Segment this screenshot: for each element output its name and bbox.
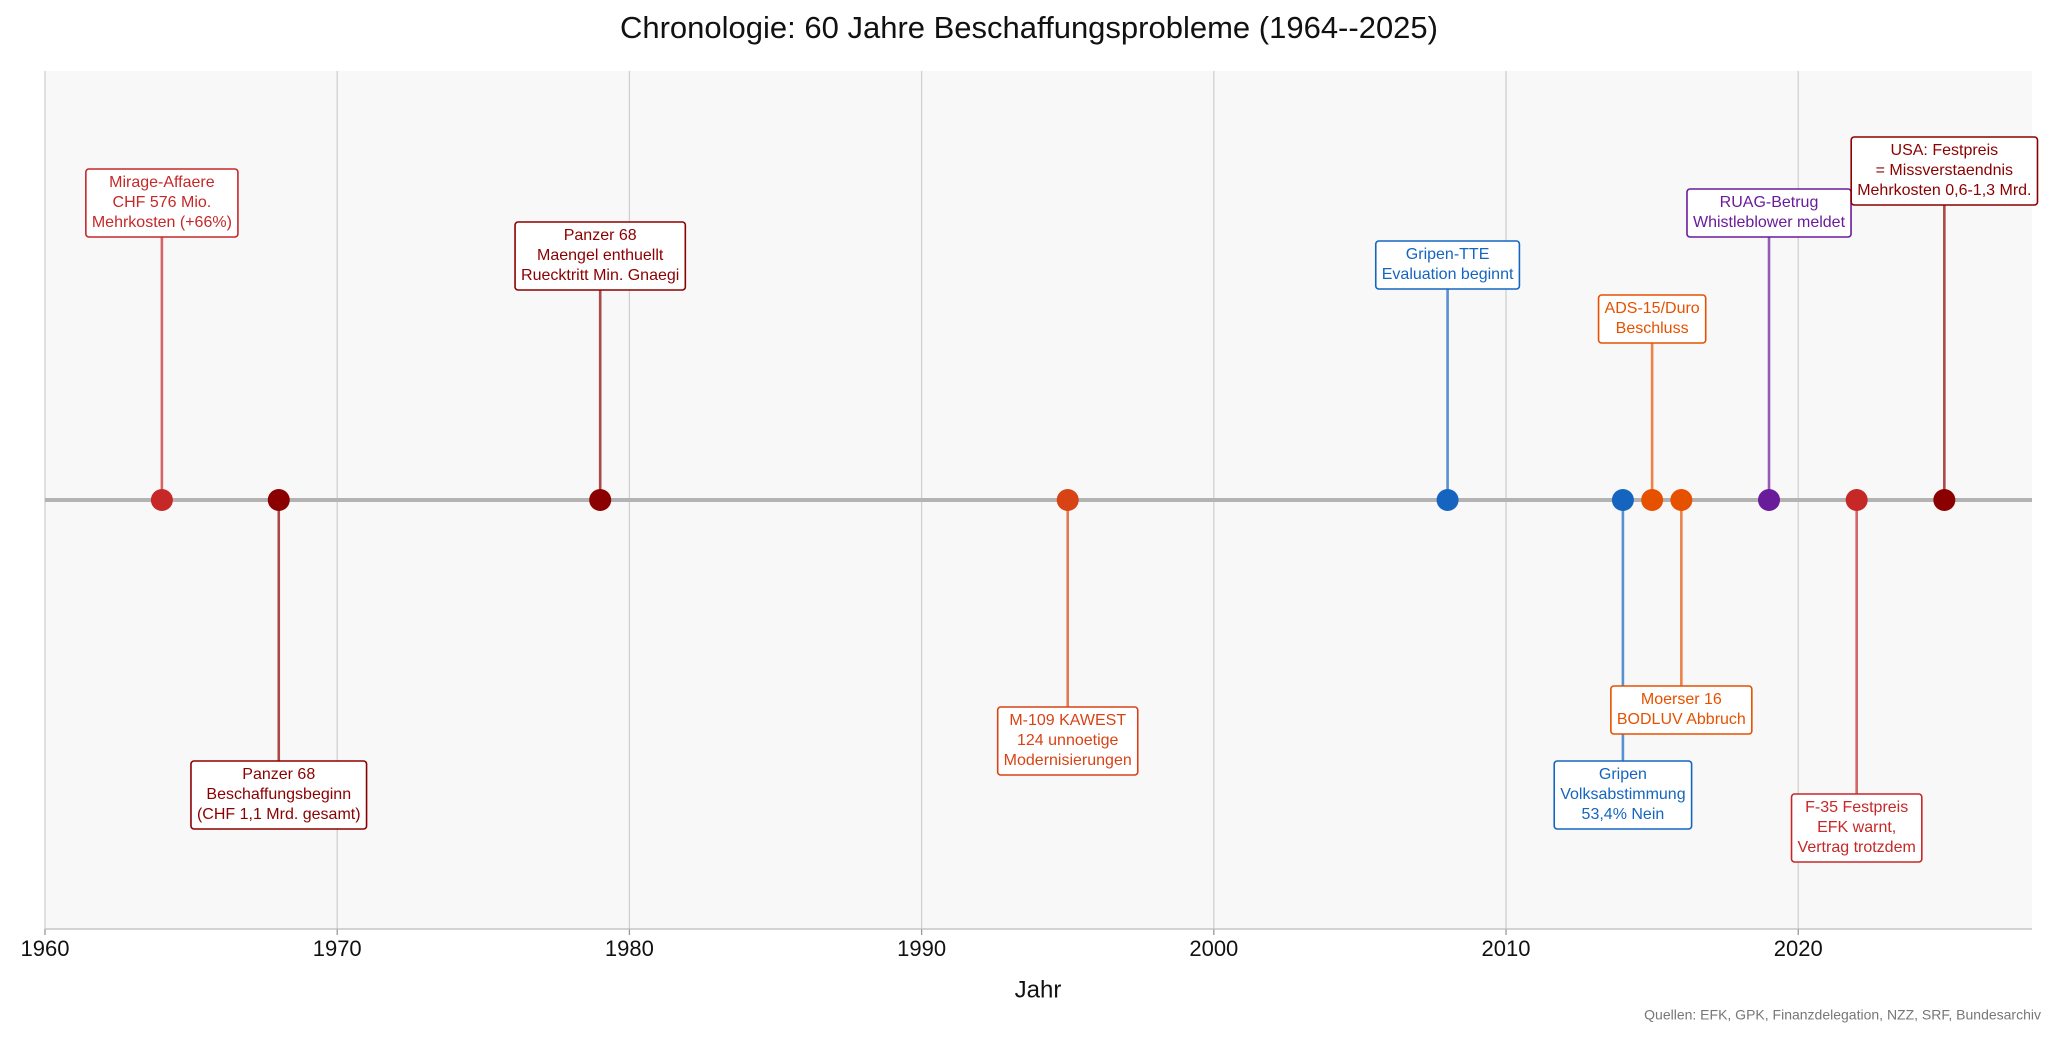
x-tick-label: 2000 [1189, 936, 1238, 961]
label-box [1374, 240, 1521, 290]
label-line: Mehrkosten 0,6-1,3 Mrd. [1857, 182, 2031, 199]
label-line: Panzer 68 [242, 766, 315, 783]
chart-title: Chronologie: 60 Jahre Beschaffungsproble… [620, 10, 1438, 45]
label-box [190, 760, 368, 830]
event-marker [1436, 489, 1459, 511]
label-line: Gripen [1599, 766, 1647, 783]
event-label: Gripen-TTE Evaluation beginnt [1374, 240, 1521, 290]
x-tick-label: 2020 [1774, 936, 1823, 961]
event-marker [1670, 489, 1693, 511]
x-tick-label: 1990 [897, 936, 946, 961]
label-box [85, 168, 239, 238]
event-marker [267, 489, 290, 511]
label-line: Beschluss [1616, 320, 1689, 337]
event-label: F-35 Festpreis EFK warnt, Vertrag trotzdem [1790, 793, 1923, 863]
label-box [1597, 294, 1707, 344]
event-marker [150, 489, 173, 511]
event-marker [589, 489, 612, 511]
label-box [1850, 136, 2039, 206]
x-tick-label: 1960 [21, 936, 70, 961]
label-line: F-35 Festpreis [1805, 799, 1908, 816]
event-marker [1641, 489, 1664, 511]
label-line: EFK warnt, [1817, 819, 1896, 836]
label-line: Gripen-TTE [1406, 246, 1490, 263]
event-label: ADS-15/Duro Beschluss [1597, 294, 1707, 344]
label-line: 124 unnoetige [1017, 732, 1119, 749]
event-marker [1611, 489, 1634, 511]
label-line: Ruecktritt Min. Gnaegi [521, 267, 679, 284]
label-line: BODLUV Abbruch [1617, 711, 1746, 728]
label-line: Mehrkosten (+66%) [92, 214, 232, 231]
source-note: Quellen: EFK, GPK, Finanzdelegation, NZZ… [1644, 1007, 2041, 1023]
label-line: (CHF 1,1 Mrd. gesamt) [197, 806, 361, 823]
event-label: Panzer 68 Maengel enthuellt Ruecktritt Min… [514, 221, 687, 291]
label-line: Vertrag trotzdem [1798, 839, 1916, 856]
label-line: USA: Festpreis [1891, 142, 1999, 159]
event-marker [1845, 489, 1868, 511]
event-label: M-109 KAWEST 124 unnoetige Modernisierunge… [996, 706, 1139, 776]
label-line: Beschaffungsbeginn [206, 786, 351, 803]
event-label: Panzer 68 Beschaffungsbeginn (CHF 1,1 Mrd.… [190, 760, 368, 830]
label-box [1610, 685, 1753, 735]
label-box [1553, 760, 1693, 830]
x-tick-label: 2010 [1482, 936, 1531, 961]
label-box [1686, 188, 1852, 238]
label-line: RUAG-Betrug [1720, 194, 1819, 211]
event-label: RUAG-Betrug Whistleblower meldet [1686, 188, 1852, 238]
event-marker [1056, 489, 1079, 511]
label-line: 53,4% Nein [1582, 806, 1665, 823]
event-label: Moerser 16 BODLUV Abbruch [1610, 685, 1753, 735]
x-axis-label: Jahr [1015, 976, 1062, 1003]
label-line: Evaluation beginnt [1382, 266, 1514, 283]
label-line: M-109 KAWEST [1009, 712, 1126, 729]
label-box [514, 221, 687, 291]
label-line: Whistleblower meldet [1693, 214, 1846, 231]
event-label: Mirage-Affaere CHF 576 Mio. Mehrkosten (+6… [85, 168, 239, 238]
event-label: USA: Festpreis = Missverstaendnis Mehrkost… [1850, 136, 2039, 206]
label-line: Volksabstimmung [1560, 786, 1685, 803]
label-line: Panzer 68 [564, 227, 637, 244]
event-marker [1933, 489, 1956, 511]
label-box [1790, 793, 1923, 863]
label-line: ADS-15/Duro [1605, 300, 1700, 317]
event-marker [1758, 489, 1781, 511]
label-line: = Missverstaendnis [1876, 162, 2013, 179]
x-tick-label: 1980 [605, 936, 654, 961]
label-box [996, 706, 1139, 776]
event-label: Gripen Volksabstimmung 53,4% Nein [1553, 760, 1693, 830]
x-tick-label: 1970 [313, 936, 362, 961]
label-line: Maengel enthuellt [537, 247, 664, 264]
label-line: Modernisierungen [1004, 752, 1132, 769]
label-line: CHF 576 Mio. [113, 194, 212, 211]
label-line: Moerser 16 [1641, 691, 1722, 708]
label-line: Mirage-Affaere [109, 174, 215, 191]
